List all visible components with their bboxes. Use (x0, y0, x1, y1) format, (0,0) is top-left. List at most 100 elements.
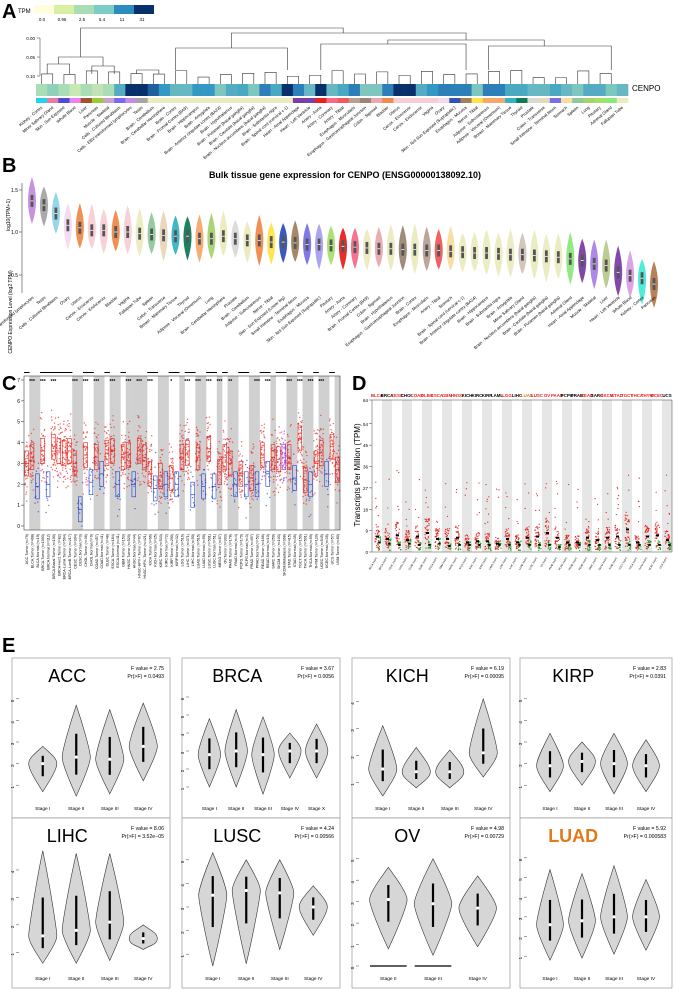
data-point (142, 480, 145, 483)
data-point (119, 498, 121, 501)
data-point (160, 485, 162, 487)
data-point (314, 432, 316, 435)
tissue-color-chip (114, 98, 126, 103)
normal-point (629, 545, 632, 547)
data-point (182, 470, 184, 473)
sample-label: HNSC-HPV+.Tumor (n=97) (138, 534, 142, 578)
band (265, 372, 271, 373)
axis-tick-label: 5 (350, 859, 355, 862)
tumor-median (586, 536, 589, 539)
data-point (199, 441, 202, 443)
tumor-point (408, 531, 410, 533)
tumor-point (658, 526, 660, 529)
data-point (182, 451, 184, 453)
data-point (309, 491, 311, 493)
tumor-point (568, 534, 570, 536)
data-point (170, 466, 173, 469)
normal-median (398, 543, 401, 546)
tumor-point (667, 547, 670, 549)
normal-point (418, 547, 421, 550)
normal-point (537, 540, 540, 542)
tumor-point (555, 480, 557, 483)
tumor-point (626, 523, 628, 525)
normal-point (567, 547, 569, 549)
tumor-point (606, 547, 608, 549)
data-point (56, 436, 59, 439)
data-point (89, 467, 91, 470)
data-point (216, 450, 219, 453)
data-point (304, 494, 307, 497)
normal-point (478, 541, 481, 543)
data-point (330, 436, 333, 439)
normal-point (667, 541, 670, 544)
tumor-median (646, 535, 649, 538)
data-point (31, 446, 34, 449)
tumor-point (455, 542, 457, 544)
data-point (116, 494, 118, 497)
data-point (263, 475, 266, 477)
data-point (122, 472, 124, 474)
data-point (261, 464, 263, 467)
sample-label: PCPG.Tumor (n=179) (239, 534, 243, 569)
data-point (273, 442, 275, 444)
axis-tick-label: 2 (180, 769, 185, 772)
normal-median (438, 542, 441, 545)
tumor-point (448, 528, 451, 530)
axis-tick-label: 5 (180, 715, 185, 718)
data-point (180, 452, 182, 455)
panel-letter-d: D (352, 373, 366, 395)
data-point (63, 423, 65, 425)
tumor-point (465, 537, 467, 539)
data-point (95, 455, 97, 457)
sample-xlabel: ESCA (num) (428, 557, 438, 571)
tumor-point (666, 505, 668, 507)
tumor-point (425, 518, 427, 520)
data-point (250, 506, 252, 509)
panel-a-dendrogram (41, 27, 612, 84)
data-point (318, 429, 321, 432)
axis-tick-label: 0 (350, 966, 355, 969)
tumor-point (408, 533, 410, 535)
data-point (275, 487, 277, 489)
data-point (272, 475, 275, 478)
tumor-point (546, 537, 548, 539)
data-point (261, 456, 263, 459)
data-point (233, 482, 236, 485)
tumor-median (506, 537, 509, 540)
dendrogram-branch (80, 27, 344, 57)
data-point (192, 475, 194, 478)
tumor-point (646, 527, 648, 529)
data-point (60, 427, 62, 430)
tumor-point (646, 526, 649, 528)
tumor-point (646, 542, 648, 544)
data-point (208, 436, 211, 439)
data-point (43, 445, 45, 448)
tissue-color-chip (181, 98, 193, 103)
data-point (179, 475, 181, 478)
normal-point (547, 541, 549, 544)
tumor-point (446, 534, 449, 537)
tumor-point (434, 536, 436, 538)
tumor-point (484, 545, 487, 547)
data-point (54, 469, 56, 472)
data-point (332, 449, 334, 451)
gray-band (254, 376, 260, 530)
data-point (262, 453, 264, 455)
data-point (58, 433, 60, 435)
data-point (111, 472, 114, 475)
data-point (65, 487, 67, 489)
significance-stars: *** (217, 379, 223, 385)
tumor-point (574, 543, 576, 545)
data-point (283, 477, 285, 479)
data-point (150, 478, 152, 480)
data-point (150, 487, 153, 490)
data-point (322, 433, 324, 435)
sample-label: STAD.Normal (n=35) (293, 534, 297, 567)
normal-median (468, 543, 471, 546)
data-point (96, 440, 99, 442)
data-point (251, 468, 254, 470)
tissue-color-chip (203, 98, 216, 103)
axis-tick-label: 3 (350, 902, 355, 905)
data-point (314, 455, 317, 457)
normal-median (578, 543, 581, 546)
